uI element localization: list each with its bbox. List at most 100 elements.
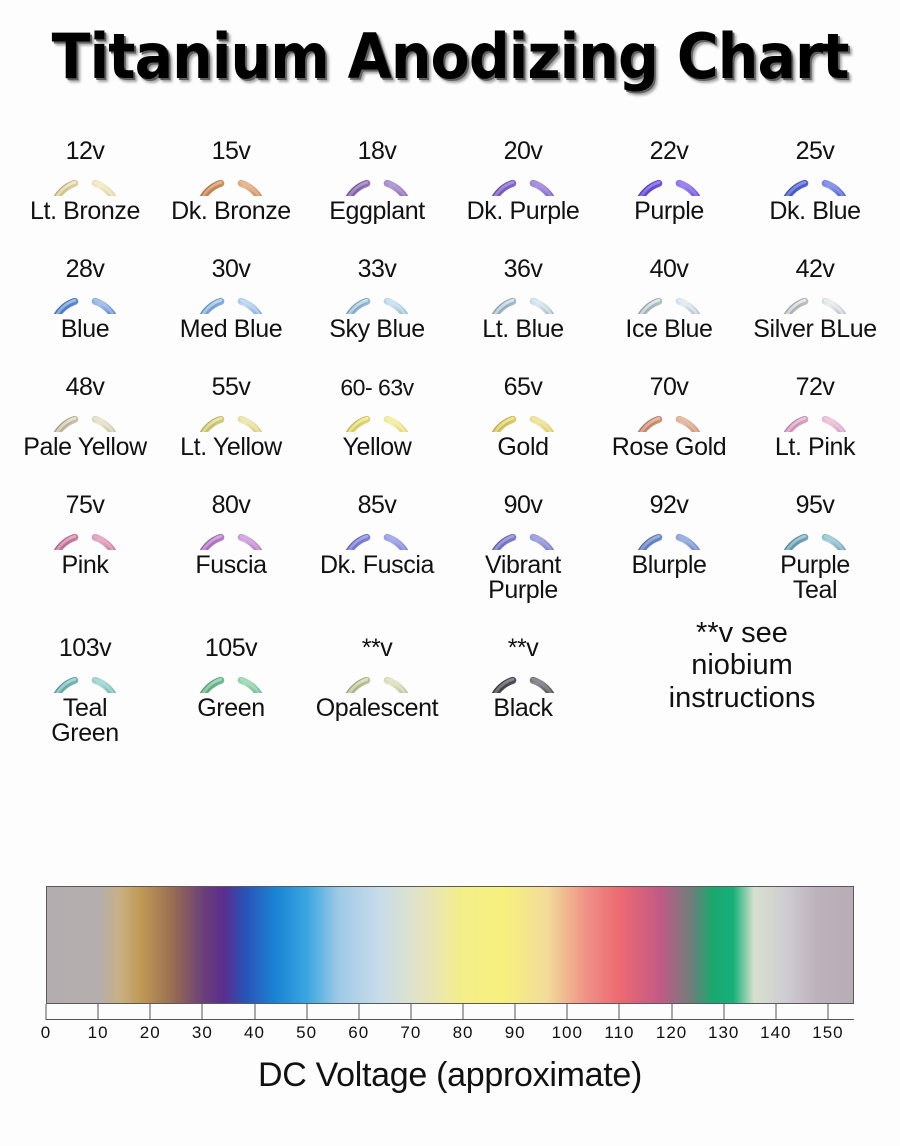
swatch-dk-fuscia[interactable]: 85v Dk. Fuscia [304, 460, 450, 578]
ring-graphic [783, 415, 847, 432]
axis-tick [723, 1004, 725, 1020]
ring-graphic [491, 415, 555, 432]
ring-icon: 65v [471, 342, 575, 434]
swatch-lt-bronze[interactable]: 12v Lt. Bronze [12, 106, 158, 224]
axis-tick [671, 1004, 673, 1020]
color-name-label: Eggplant [329, 197, 425, 225]
ring-graphic [199, 533, 263, 550]
swatch-teal-green[interactable]: 103v Teal Green [12, 603, 158, 746]
ring-graphic [637, 297, 701, 314]
ring-graphic [53, 676, 117, 693]
color-name-label: Dk. Purple [466, 197, 580, 225]
swatch-purple[interactable]: 22v Purple [596, 106, 742, 224]
swatch-dk-blue[interactable]: 25v Dk. Blue [742, 106, 888, 224]
swatch-green[interactable]: 105v Green [158, 603, 304, 721]
swatch-gold[interactable]: 65v Gold [450, 342, 596, 460]
ring-graphic [53, 179, 117, 196]
swatch-dk-bronze[interactable]: 15v Dk. Bronze [158, 106, 304, 224]
axis-tick-label: 60 [348, 1023, 370, 1042]
swatch-lt-pink[interactable]: 72v Lt. Pink [742, 342, 888, 460]
ring-icon: 18v [325, 106, 429, 198]
voltage-spectrum-section: 0 10 20 30 40 50 60 70 80 90 100 110 120 130 140 150 DC… [0, 886, 900, 1095]
ring-icon: 72v [763, 342, 867, 434]
axis-caption: DC Voltage (approximate) [258, 1056, 642, 1094]
swatch-pale-yellow[interactable]: 48v Pale Yellow [12, 342, 158, 460]
ring-icon: 48v [33, 342, 137, 434]
swatch-silver-blue[interactable]: 42v Silver BLue [742, 224, 888, 342]
ring-icon: 103v [33, 603, 137, 695]
swatch-rose-gold[interactable]: 70v Rose Gold [596, 342, 742, 460]
color-name-label: Silver BLue [753, 315, 877, 343]
swatch-lt-blue[interactable]: 36v Lt. Blue [450, 224, 596, 342]
axis-tick [410, 1004, 412, 1020]
swatch-yellow[interactable]: 60- 63v Yellow [304, 342, 450, 460]
axis-tick [514, 1004, 516, 1020]
axis-tick [618, 1004, 620, 1020]
ring-icon: 105v [179, 603, 283, 695]
axis-tick [201, 1004, 203, 1020]
ring-icon: 36v [471, 224, 575, 316]
color-name-label: Sky Blue [329, 315, 425, 343]
swatch-pink[interactable]: 75v Pink [12, 460, 158, 578]
swatch-dk-purple[interactable]: 20v Dk. Purple [450, 106, 596, 224]
color-name-label: Med Blue [179, 315, 283, 343]
axis-tick-label: 30 [191, 1023, 213, 1042]
axis-tick [462, 1004, 464, 1020]
axis-tick [566, 1004, 568, 1020]
swatch-row: 48v Pale Yellow 55v Lt. Yellow [12, 342, 888, 460]
ring-icon: 25v [763, 106, 867, 198]
swatch-purple-teal[interactable]: 95v Purple Teal [742, 460, 888, 603]
swatch-med-blue[interactable]: 30v Med Blue [158, 224, 304, 342]
axis-tick-label: 120 [655, 1023, 688, 1042]
title-bar: Titanium Anodizing Chart [0, 0, 900, 106]
axis-tick-label: 50 [296, 1023, 318, 1042]
ring-graphic [345, 179, 409, 196]
voltage-gradient-bar [46, 886, 854, 1004]
swatch-opalescent[interactable]: **v Opalescent [304, 603, 450, 721]
swatch-sky-blue[interactable]: 33v Sky Blue [304, 224, 450, 342]
axis-tick-label: 70 [400, 1023, 422, 1042]
swatch-ice-blue[interactable]: 40v Ice Blue [596, 224, 742, 342]
swatch-row: 28v Blue 30v Med Blue [12, 224, 888, 342]
ring-graphic [345, 533, 409, 550]
swatch-vibrant-purple[interactable]: 90v Vibrant Purple [450, 460, 596, 603]
ring-graphic [199, 179, 263, 196]
ring-icon: 90v [471, 460, 575, 552]
swatch-row: 103v Teal Green 105v Green [12, 603, 888, 746]
niobium-footnote: **v see niobium instructions [668, 617, 816, 714]
color-name-label: Rose Gold [611, 433, 727, 461]
ring-icon: 85v [325, 460, 429, 552]
swatch-fuscia[interactable]: 80v Fuscia [158, 460, 304, 578]
ring-icon: 42v [763, 224, 867, 316]
swatch-black[interactable]: **v Black [450, 603, 596, 721]
ring-graphic [345, 297, 409, 314]
ring-icon: 15v [179, 106, 283, 198]
color-name-label: Lt. Yellow [180, 433, 282, 461]
axis-line [46, 1019, 854, 1020]
color-name-label: Opalescent [315, 694, 439, 722]
axis-tick-label: 110 [604, 1023, 635, 1042]
ring-graphic [637, 415, 701, 432]
axis-tick-label: 100 [551, 1023, 583, 1042]
ring-icon: 40v [617, 224, 721, 316]
axis-tick [149, 1004, 151, 1020]
ring-icon: 12v [33, 106, 137, 198]
ring-graphic [491, 676, 555, 693]
ring-graphic [783, 179, 847, 196]
ring-graphic [199, 676, 263, 693]
ring-icon: 28v [33, 224, 137, 316]
ring-graphic [783, 297, 847, 314]
swatch-lt-yellow[interactable]: 55v Lt. Yellow [158, 342, 304, 460]
swatch-blurple[interactable]: 92v Blurple [596, 460, 742, 578]
ring-graphic [637, 179, 701, 196]
axis-tick-label: 140 [760, 1023, 792, 1042]
ring-icon: 22v [617, 106, 721, 198]
color-name-label: Yellow [342, 433, 412, 461]
axis-tick [97, 1004, 99, 1020]
color-name-label: Teal Green [51, 694, 119, 747]
swatch-blue[interactable]: 28v Blue [12, 224, 158, 342]
ring-graphic [345, 415, 409, 432]
swatch-eggplant[interactable]: 18v Eggplant [304, 106, 450, 224]
color-name-label: Vibrant Purple [485, 551, 561, 604]
swatch-row: 12v Lt. Bronze 15v Dk. Bronze [12, 106, 888, 224]
